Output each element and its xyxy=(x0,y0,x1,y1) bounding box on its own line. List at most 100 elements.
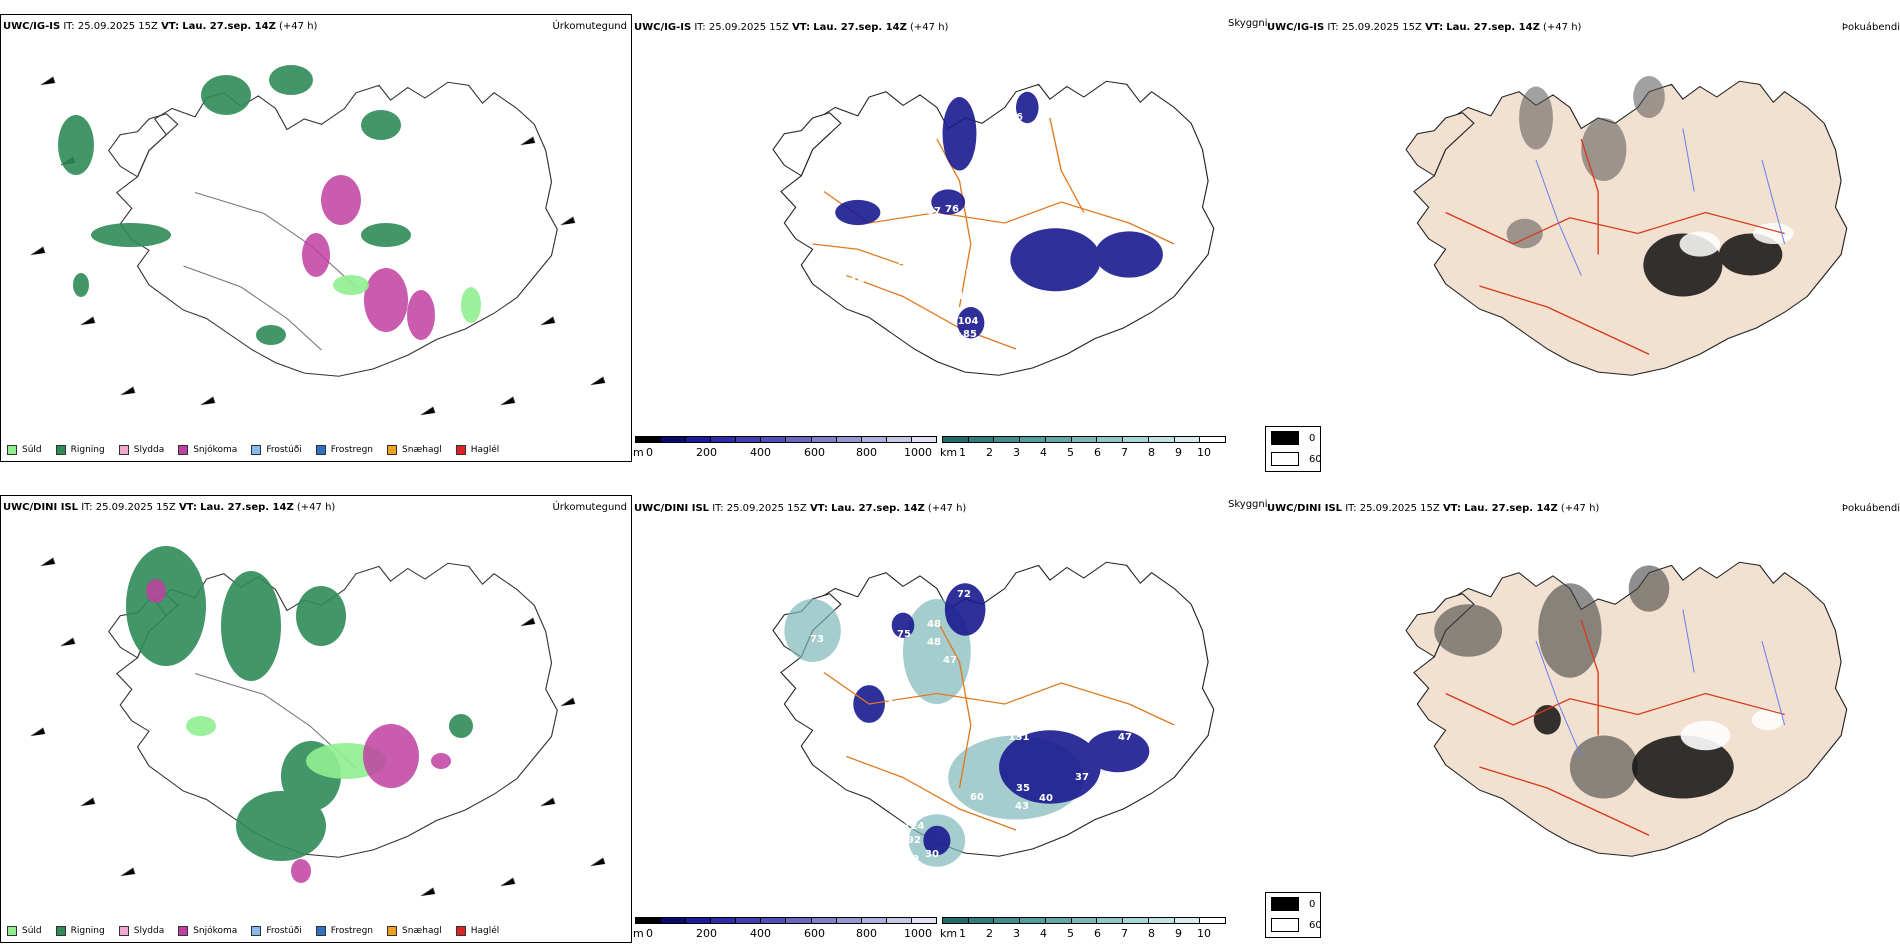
cloud-label: 76 xyxy=(915,128,929,139)
visibility-tick: 4 xyxy=(1040,927,1047,940)
cloud-label: 83 xyxy=(887,713,901,724)
cloud-label: 48 xyxy=(927,619,941,630)
ceiling-tick: 600 xyxy=(804,927,825,940)
fog-title-row2: Þokuábendi xyxy=(1841,503,1900,514)
ceiling-tick: 200 xyxy=(696,927,717,940)
ceiling-tick: 1000 xyxy=(904,446,932,459)
legend-item-rigning: Rigning xyxy=(55,445,105,455)
visibility-tick: 8 xyxy=(1148,927,1155,940)
cloud-header-row2: UWC/DINI ISL IT: 25.09.2025 15Z VT: Lau.… xyxy=(634,503,967,514)
snow-areas xyxy=(146,579,451,883)
ceiling-unit: m xyxy=(633,446,644,459)
visibility-tick: 4 xyxy=(1040,446,1047,459)
fog-legend-row1: 0 60 xyxy=(1265,426,1322,472)
wind-barbs xyxy=(30,557,606,897)
visibility-tick: 9 xyxy=(1175,446,1182,459)
legend-item-frostudi: Frostúði xyxy=(251,445,302,455)
cloud-label: 61 xyxy=(865,740,879,751)
precip-header-row1: UWC/IG-IS IT: 25.09.2025 15Z VT: Lau. 27… xyxy=(3,21,318,32)
cloud-label: 8 xyxy=(869,266,876,277)
ceiling-tick: 600 xyxy=(804,446,825,459)
cloud-map-row1: 100 58 76 86 87 73 77 57 76 120 63 99 12… xyxy=(739,80,1215,407)
cloud-label: 59 xyxy=(847,743,861,754)
cloud-header-row1: UWC/IG-IS IT: 25.09.2025 15Z VT: Lau. 27… xyxy=(634,22,949,33)
visibility-colorbar-row1: km 1 2 3 4 5 6 7 8 9 10 xyxy=(940,436,1242,464)
visibility-unit: km xyxy=(940,927,958,940)
cloud-label: 111 xyxy=(888,699,909,710)
cloud-label: 47 xyxy=(943,655,957,666)
cloud-label: 70 xyxy=(782,567,796,578)
ceiling-tick: 0 xyxy=(646,446,653,459)
legend-item-snaehagl: Snæhagl xyxy=(387,926,442,936)
cloud-label: 45 xyxy=(925,364,939,375)
cloud-panel-row1: UWC/IG-IS IT: 25.09.2025 15Z VT: Lau. 27… xyxy=(632,14,1270,462)
cloud-label: 76 xyxy=(945,204,959,215)
cloud-label: 43 xyxy=(1115,281,1129,292)
precip-title-row1: Úrkomutegund xyxy=(552,21,627,32)
cloud-label: 50 xyxy=(1010,321,1024,332)
visibility-tick: 5 xyxy=(1067,927,1074,940)
visibility-tick: 3 xyxy=(1013,927,1020,940)
cloud-label: 72 xyxy=(957,589,971,600)
legend-item-frostudi: Frostúði xyxy=(251,926,302,936)
fog-legend-high: 60 xyxy=(1309,919,1322,931)
cloud-label: 35 xyxy=(1016,783,1030,794)
cloud-panel-row2: UWC/DINI ISL IT: 25.09.2025 15Z VT: Lau.… xyxy=(632,495,1270,943)
cloud-label: 106 xyxy=(872,640,893,651)
visibility-tick: 2 xyxy=(986,927,993,940)
cloud-labels-row1: 100 58 76 86 87 73 77 57 76 120 63 99 12… xyxy=(739,101,1129,407)
cloud-label: 120 xyxy=(898,256,919,267)
visibility-tick: 10 xyxy=(1197,927,1211,940)
fog-legend-row2: 0 60 xyxy=(1265,892,1322,938)
precip-legend-row2: Súld Rigning Slydda Snjókoma Frostúði Fr… xyxy=(7,926,499,936)
cloud-label: 52 xyxy=(865,727,879,738)
visibility-tick: 8 xyxy=(1148,446,1155,459)
fog-header-row1: UWC/IG-IS IT: 25.09.2025 15Z VT: Lau. 27… xyxy=(1267,22,1582,33)
visibility-tick: 10 xyxy=(1197,446,1211,459)
cloud-label: 62 xyxy=(916,739,930,750)
visibility-tick: 7 xyxy=(1121,446,1128,459)
cloud-label: 85 xyxy=(963,329,977,340)
cloud-label: 49 xyxy=(1057,815,1071,826)
fog-header-row2: UWC/DINI ISL IT: 25.09.2025 15Z VT: Lau.… xyxy=(1267,503,1600,514)
cloud-label: 79 xyxy=(905,854,919,865)
cloud-label: 73 xyxy=(978,685,992,696)
cloud-label: 121 xyxy=(958,291,979,302)
legend-item-snaehagl: Snæhagl xyxy=(387,445,442,455)
visibility-tick: 3 xyxy=(1013,446,1020,459)
cloud-label: 60 xyxy=(970,792,984,803)
cloud-label: 77 xyxy=(915,171,929,182)
ceiling-tick: 0 xyxy=(646,927,653,940)
cloud-label: 75 xyxy=(897,629,911,640)
fog-title-row1: Þokuábendi xyxy=(1841,22,1900,33)
ceiling-tick: 400 xyxy=(750,446,771,459)
cloud-label: 40 xyxy=(1045,318,1059,329)
rain-areas xyxy=(126,546,473,861)
cloud-label: 73 xyxy=(810,634,824,645)
fog-legend-high: 60 xyxy=(1309,453,1322,465)
cloud-labels-row2: 70 73 75 48 48 47 106 67 72 73 111 83 52… xyxy=(782,567,1132,865)
cloud-label: 124 xyxy=(904,821,925,832)
legend-item-slydda: Slydda xyxy=(118,926,164,936)
legend-item-slydda: Slydda xyxy=(118,445,164,455)
ceiling-tick: 1000 xyxy=(904,927,932,940)
cloud-label: 31 xyxy=(910,396,924,407)
ceiling-tick: 400 xyxy=(750,927,771,940)
cloud-label: 73 xyxy=(805,697,819,708)
cloud-label: 99 xyxy=(977,278,991,289)
cloud-label: 42 xyxy=(1035,348,1049,359)
visibility-unit: km xyxy=(940,446,958,459)
snow-areas xyxy=(302,175,435,340)
legend-item-frostregn: Frostregn xyxy=(315,445,373,455)
precip-map-row2 xyxy=(30,546,606,897)
cloud-label: 86 xyxy=(1009,112,1023,123)
fog-panel-row2: UWC/DINI ISL IT: 25.09.2025 15Z VT: Lau.… xyxy=(1265,495,1900,943)
ceiling-tick: 800 xyxy=(856,446,877,459)
cloud-label: 100 xyxy=(739,101,760,112)
cloud-label: 30 xyxy=(925,849,939,860)
cloud-label: 57 xyxy=(927,206,941,217)
cloud-label: 87 xyxy=(1015,127,1029,138)
precip-legend-row1: Súld Rigning Slydda Snjókoma Frostúði Fr… xyxy=(7,445,499,455)
visibility-tick: 6 xyxy=(1094,927,1101,940)
precip-panel-row2: UWC/DINI ISL IT: 25.09.2025 15Z VT: Lau.… xyxy=(0,495,632,943)
